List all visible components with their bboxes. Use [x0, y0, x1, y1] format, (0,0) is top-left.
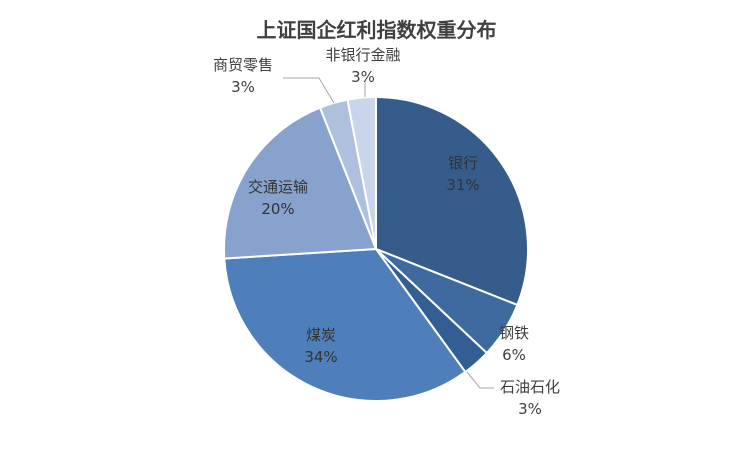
leader-line-3 [466, 371, 494, 389]
slice-label-6: 商贸零售 [213, 56, 273, 74]
slice-label-1: 银行 [448, 154, 478, 172]
slice-label-5: 交通运输 [248, 178, 308, 196]
slice-label-2: 钢铁 [499, 324, 529, 342]
chart-title: 上证国企红利指数权重分布 [256, 18, 497, 42]
pie-slice-5 [223, 106, 378, 260]
slice-value-label-1: 31% [446, 176, 479, 194]
slice-value-label-6: 3% [231, 78, 255, 96]
slice-value-label-7: 3% [351, 68, 375, 86]
slice-value-label-3: 3% [518, 400, 542, 418]
slice-value-label-2: 6% [502, 346, 526, 364]
slice-label-4: 煤炭 [306, 326, 336, 344]
pie-slice-7 [346, 95, 377, 250]
pie-slice-4 [223, 247, 467, 402]
leader-line-6 [283, 77, 335, 104]
slice-value-label-4: 34% [304, 348, 337, 366]
slice-label-7: 非银行金融 [325, 46, 400, 64]
pie-slice-1 [375, 95, 529, 307]
slice-label-3: 石油石化 [500, 378, 560, 396]
slice-value-label-5: 20% [261, 200, 294, 218]
